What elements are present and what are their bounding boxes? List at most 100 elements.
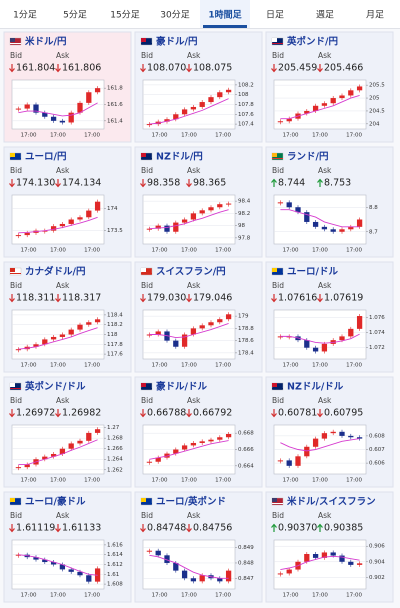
tab-label[interactable]: 週足 [316,10,334,21]
x-tick-label: 17:00 [181,133,197,139]
candle-body [173,222,179,232]
bid-price: 179.030 [147,293,186,304]
tab-label[interactable]: 1分足 [13,10,37,21]
flag-detail [272,268,277,272]
candle-body [217,437,223,440]
candle-body [15,235,22,237]
candle-body [321,103,328,106]
bid-label: Bid [10,281,22,290]
x-tick-label: 17:00 [152,478,168,484]
tab-label[interactable]: 5分足 [63,10,87,21]
flag-detail [141,498,146,502]
x-tick-label: 17:00 [312,478,328,484]
x-tick-label: 17:00 [312,248,328,254]
candle-body [217,578,223,582]
ask-price: 179.046 [193,293,232,304]
pair-name: 米ドル/スイスフラン [286,496,376,508]
pair-name: 英ポンド/円 [287,36,338,48]
bid-price: 174.130 [16,178,55,189]
x-tick-label: 17:00 [50,248,66,254]
bid-label: Bid [141,396,153,405]
flag-stripe [141,158,152,159]
ask-label: Ask [318,51,332,60]
candle-body [286,460,292,466]
candle-body [155,457,161,462]
candle-body [208,322,214,326]
candle-body [146,461,153,463]
candle-body [286,569,292,574]
tab[interactable] [100,0,150,28]
y-tick-label: 1.616 [107,542,123,548]
y-tick-label: 0.664 [238,463,254,469]
pair-name: NZドル/円 [156,152,203,163]
flag-stripe [141,43,152,44]
y-tick-label: 204 [369,121,380,127]
candle-body [94,319,101,323]
ask-label: Ask [318,396,332,405]
tab[interactable] [0,0,50,28]
y-tick-label: 98.4 [238,199,251,205]
y-tick-label: 205.5 [369,83,385,89]
candle-body [330,98,336,104]
candle-body [68,219,74,224]
candle-body [312,554,319,558]
tab-label[interactable]: 月足 [366,10,384,21]
tab[interactable] [300,0,350,28]
tab-label[interactable]: 日足 [266,10,284,21]
tab[interactable] [250,0,300,28]
ask-price: 1.26982 [62,408,101,419]
candle-body [217,204,223,208]
x-tick-label: 17:00 [21,478,37,484]
candle-body [50,562,57,565]
x-tick-label: 17:00 [21,133,37,139]
candle-body [77,324,83,330]
moving-average [18,439,98,465]
tab-label[interactable]: 1時間足 [208,9,242,21]
candle-body [94,88,101,93]
pair-name: NZドル/ドル [287,382,344,393]
direction-arrow [186,179,192,188]
x-tick-label: 17:00 [215,363,231,369]
tab-label[interactable]: 30分足 [160,10,189,21]
y-tick-label: 0.668 [238,431,254,437]
x-tick-label: 17:00 [152,363,168,369]
candle-body [356,316,363,329]
candle-body [330,431,336,434]
candle-body [59,334,66,337]
y-tick-label: 8.7 [369,229,378,235]
direction-arrow [55,409,61,418]
bid-label: Bid [272,281,284,290]
tab-label[interactable]: 15分足 [110,10,139,21]
direction-arrow [317,294,323,303]
y-tick-label: 0.847 [238,576,254,582]
x-tick-label: 17:00 [181,478,197,484]
tab[interactable] [150,0,200,28]
candle-body [304,446,310,457]
flag-stripe [272,273,283,274]
tab[interactable] [350,0,400,28]
direction-arrow [9,179,15,188]
moving-average [18,216,98,234]
flag-stripe [141,388,152,389]
y-tick-label: 179 [238,314,249,320]
candle-body [15,108,22,110]
candle-body [173,562,179,571]
candle-body [24,464,30,468]
x-tick-label: 17:00 [84,593,100,599]
tab[interactable] [50,0,100,28]
candle-body [286,118,292,122]
tab[interactable] [200,0,250,28]
candle-body [286,336,292,338]
moving-average [18,102,98,117]
x-tick-label: 17:00 [84,363,100,369]
y-tick-label: 174 [107,206,118,212]
y-tick-label: 0.849 [238,545,254,551]
chart-frame [273,79,367,130]
candle-body [86,575,92,582]
candle-body [86,432,92,441]
direction-arrow [186,409,192,418]
candle-body [190,442,197,446]
x-tick-label: 17:00 [50,363,66,369]
y-tick-label: 1.61 [107,572,119,578]
direction-arrow [140,64,146,73]
